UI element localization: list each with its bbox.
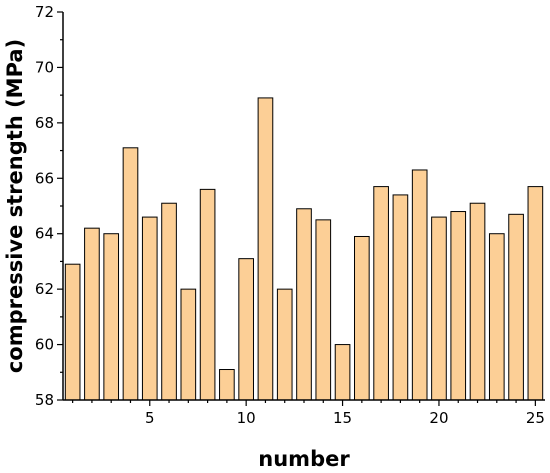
y-tick-label: 72 <box>35 3 54 21</box>
y-axis-ticks: 58 60 62 64 66 68 70 72 <box>35 3 63 409</box>
bar-22 <box>469 202 486 401</box>
y-tick-label: 60 <box>35 336 54 354</box>
bar-21 <box>450 211 467 401</box>
bar-13 <box>296 208 312 401</box>
x-axis-title: number <box>258 447 350 471</box>
bar-15 <box>334 344 351 401</box>
x-tick-label: 10 <box>237 409 256 427</box>
x-tick-label: 25 <box>526 409 545 427</box>
bar-6 <box>161 202 177 401</box>
y-tick-label: 66 <box>35 169 54 187</box>
y-tick-label: 62 <box>35 280 54 298</box>
bar-5 <box>141 216 158 401</box>
y-axis-title: compressive strength (MPa) <box>3 39 27 373</box>
bar-12 <box>276 288 293 401</box>
bar-20 <box>431 216 447 401</box>
x-axis-ticks: 5 10 15 20 25 <box>72 400 545 427</box>
bar-25 <box>527 186 544 401</box>
bar-8 <box>199 188 216 401</box>
bar-4 <box>122 147 139 401</box>
bar-23 <box>488 233 505 401</box>
bar-3 <box>103 233 120 401</box>
x-tick-label: 15 <box>333 409 352 427</box>
bar-14 <box>315 219 332 401</box>
bar-1 <box>64 263 81 401</box>
bar-16 <box>354 235 370 401</box>
bar-18 <box>392 194 409 401</box>
x-tick-label: 20 <box>429 409 448 427</box>
y-tick-label: 68 <box>35 114 54 132</box>
bar-10 <box>238 258 254 401</box>
x-tick-label: 5 <box>145 409 155 427</box>
bar-7 <box>180 288 197 401</box>
y-tick-label: 58 <box>35 391 54 409</box>
bar-11 <box>257 97 274 401</box>
bar-24 <box>508 213 524 401</box>
y-tick-label: 70 <box>35 58 54 76</box>
y-tick-label: 64 <box>35 225 54 243</box>
bar-9 <box>219 369 235 401</box>
bar-17 <box>373 186 389 401</box>
bar-2 <box>84 227 100 401</box>
bar-19 <box>411 169 428 401</box>
bars-group <box>64 97 544 401</box>
